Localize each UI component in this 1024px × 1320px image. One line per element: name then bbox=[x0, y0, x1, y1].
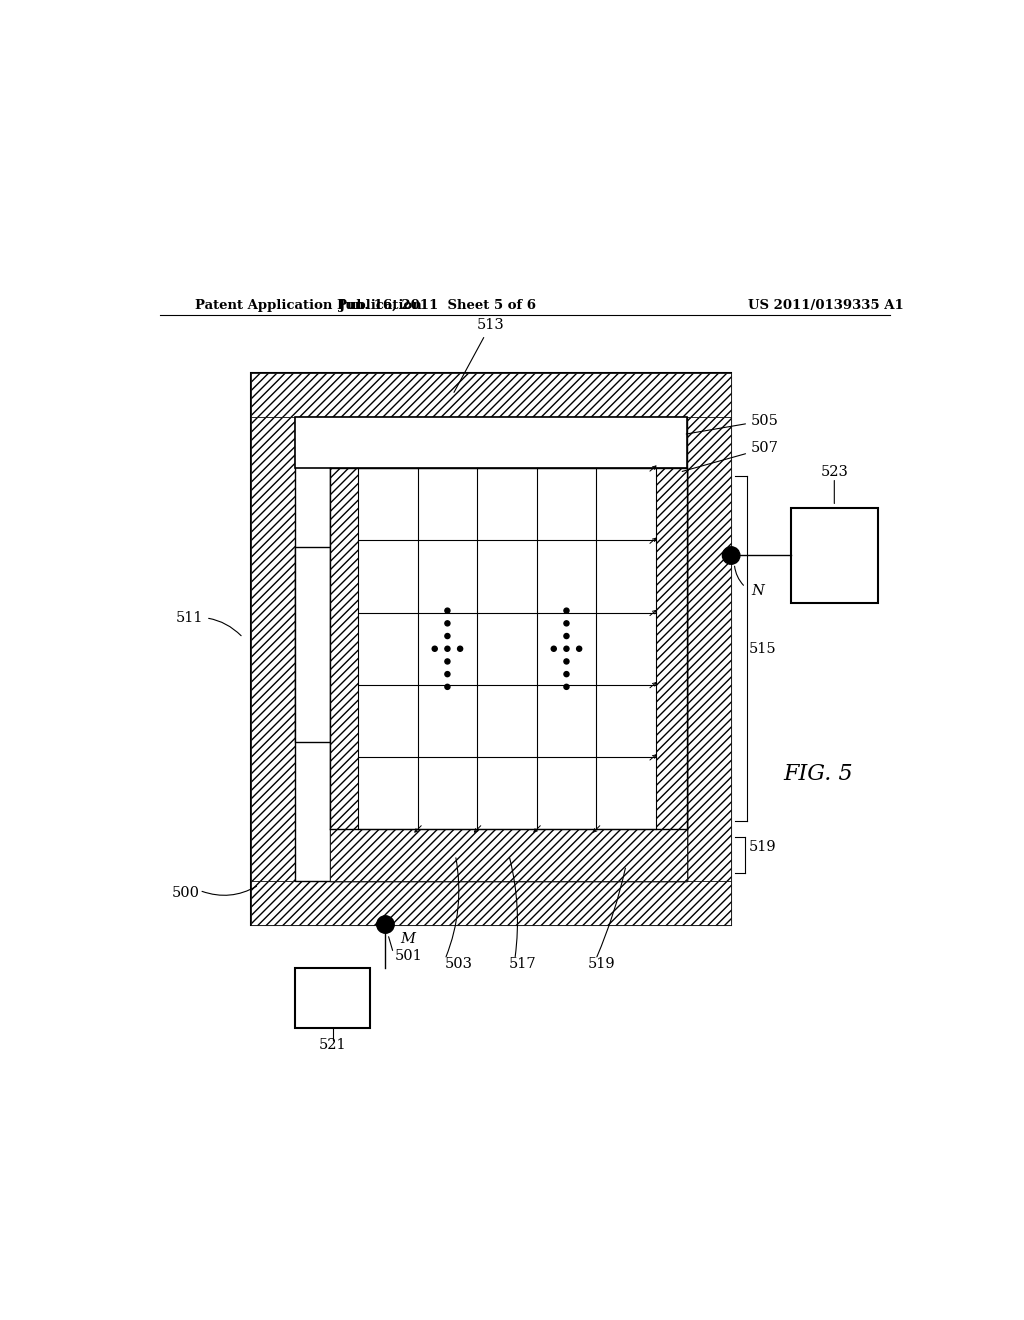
Text: 515: 515 bbox=[749, 642, 776, 656]
Circle shape bbox=[564, 634, 569, 639]
Text: FIG. 5: FIG. 5 bbox=[783, 763, 853, 784]
Bar bbox=[331, 469, 687, 880]
Circle shape bbox=[564, 647, 569, 651]
FancyArrowPatch shape bbox=[388, 937, 392, 950]
FancyArrowPatch shape bbox=[202, 886, 257, 895]
Bar bbox=[295, 417, 687, 880]
Bar bbox=[687, 417, 731, 880]
Text: US 2011/0139335 A1: US 2011/0139335 A1 bbox=[749, 300, 904, 312]
Text: 519: 519 bbox=[588, 957, 615, 972]
Bar bbox=[358, 469, 655, 829]
Circle shape bbox=[444, 684, 450, 689]
Text: Patent Application Publication: Patent Application Publication bbox=[196, 300, 422, 312]
Circle shape bbox=[444, 634, 450, 639]
Bar bbox=[251, 374, 731, 924]
FancyArrowPatch shape bbox=[510, 858, 517, 957]
Text: Jun. 16, 2011  Sheet 5 of 6: Jun. 16, 2011 Sheet 5 of 6 bbox=[339, 300, 536, 312]
Bar bbox=[251, 374, 731, 417]
Bar bbox=[791, 508, 878, 603]
Text: 511: 511 bbox=[176, 611, 241, 636]
Circle shape bbox=[444, 609, 450, 614]
Bar bbox=[295, 546, 331, 742]
Text: 517: 517 bbox=[509, 957, 537, 972]
FancyArrowPatch shape bbox=[446, 858, 459, 957]
Text: N: N bbox=[751, 585, 764, 598]
Text: 503: 503 bbox=[445, 957, 473, 972]
Circle shape bbox=[564, 620, 569, 626]
FancyArrowPatch shape bbox=[734, 566, 743, 585]
Circle shape bbox=[564, 672, 569, 677]
Circle shape bbox=[564, 609, 569, 614]
Bar bbox=[655, 469, 687, 829]
Bar bbox=[251, 880, 731, 924]
Bar bbox=[331, 829, 687, 880]
Bar bbox=[251, 417, 295, 880]
Bar bbox=[295, 417, 687, 469]
Circle shape bbox=[432, 647, 437, 651]
Circle shape bbox=[564, 684, 569, 689]
Bar bbox=[295, 968, 371, 1028]
Text: 519: 519 bbox=[749, 840, 776, 854]
Circle shape bbox=[577, 647, 582, 651]
Text: 507: 507 bbox=[682, 441, 779, 471]
Circle shape bbox=[444, 620, 450, 626]
FancyArrowPatch shape bbox=[597, 869, 626, 957]
Text: 501: 501 bbox=[395, 949, 423, 964]
Circle shape bbox=[444, 647, 450, 651]
Text: 500: 500 bbox=[172, 886, 200, 900]
Circle shape bbox=[564, 659, 569, 664]
Text: 523: 523 bbox=[820, 465, 848, 479]
Circle shape bbox=[458, 647, 463, 651]
Text: 521: 521 bbox=[318, 1038, 346, 1052]
Circle shape bbox=[444, 672, 450, 677]
Bar bbox=[331, 469, 358, 829]
Circle shape bbox=[551, 647, 556, 651]
Text: 513: 513 bbox=[454, 318, 504, 392]
Circle shape bbox=[377, 916, 394, 933]
Text: M: M bbox=[399, 932, 415, 946]
Circle shape bbox=[444, 659, 450, 664]
Text: 505: 505 bbox=[686, 413, 779, 434]
Circle shape bbox=[722, 546, 740, 564]
